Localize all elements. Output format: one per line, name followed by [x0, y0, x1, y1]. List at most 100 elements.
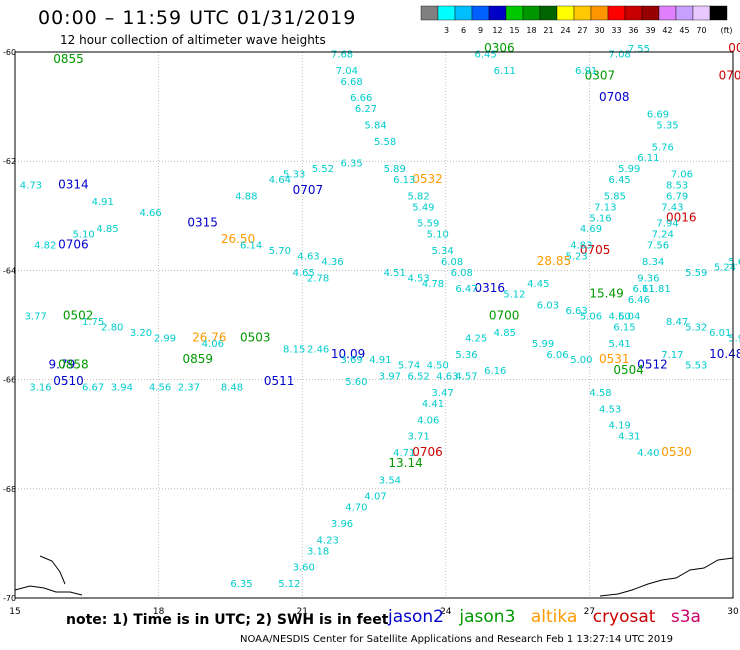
data-point-label: 0531 [599, 352, 630, 366]
data-point-label: 2.99 [154, 333, 176, 344]
data-point-label: 2.46 [307, 344, 329, 355]
data-point-label: 4.36 [321, 257, 343, 268]
colorbar-swatch [522, 5, 541, 21]
data-point-label: 26.76 [192, 330, 226, 344]
data-point-label: 7.68 [331, 49, 353, 60]
data-point-label: 4.70 [345, 503, 367, 514]
data-point-label: 0315 [187, 216, 218, 230]
colorbar-tick-label: 21 [543, 26, 553, 35]
colorbar-swatch [573, 5, 592, 21]
data-point-label: 0708 [599, 90, 630, 104]
data-point-label: 6.69 [647, 110, 669, 121]
data-point-label: 6.79 [666, 191, 688, 202]
data-point-label: 6.16 [484, 366, 506, 377]
data-point-label: 4.88 [235, 191, 257, 202]
colorbar-swatch [590, 5, 609, 21]
data-point-label: 13.14 [388, 456, 422, 470]
legend-s3a: s3a [670, 607, 701, 627]
data-point-label: 0314 [58, 178, 89, 192]
data-point-label: 5.00 [570, 355, 592, 366]
data-point-label: 0706 [412, 445, 443, 459]
data-point-label: 2.37 [178, 383, 200, 394]
x-tick-label: 18 [153, 607, 165, 617]
data-point-label: 4.83 [570, 241, 592, 252]
data-point-label: 7.06 [671, 170, 693, 181]
data-point-label: 4.73 [20, 181, 42, 192]
data-point-label: 4.06 [202, 339, 224, 350]
data-point-label: 0705 [580, 243, 611, 257]
data-point-label: 7.04 [336, 66, 358, 77]
data-point-label: 4.50 [609, 312, 631, 323]
data-point-label: 4.91 [92, 197, 114, 208]
data-point-label: 4.71 [393, 448, 415, 459]
colorbar-swatch [437, 5, 456, 21]
data-point-label: 0700 [489, 309, 520, 323]
data-point-label: 8.15 [283, 344, 305, 355]
x-tick-label: 24 [440, 607, 452, 617]
colorbar-tick-label: 3 [444, 26, 449, 35]
data-point-label: 4.51 [384, 268, 406, 279]
data-point-label: 5.99 [618, 164, 640, 175]
y-tick-label: -68 [3, 485, 16, 494]
colorbar-swatch [607, 5, 626, 21]
data-point-label: 5.53 [685, 361, 707, 372]
data-point-label: 5.70 [269, 246, 291, 257]
data-point-label: 9.79 [49, 358, 76, 372]
data-point-label: 3.71 [408, 432, 430, 443]
data-point-label: 9.36 [637, 273, 659, 284]
data-point-label: 7.17 [661, 350, 683, 361]
data-point-label: 0502 [63, 309, 94, 323]
data-point-label: 6.61 [632, 284, 654, 295]
colorbar-tick-label: 9 [478, 26, 483, 35]
colorbar-tick-label: 39 [645, 26, 655, 35]
data-point-label: 6.14 [240, 241, 262, 252]
data-point-label: 5.59 [685, 268, 707, 279]
data-point-label: 5.60 [345, 377, 367, 388]
data-point-label: 5.16 [589, 213, 611, 224]
colorbar-swatch [505, 5, 524, 21]
data-point-label: 4.40 [637, 448, 659, 459]
data-point-label: 4.57 [455, 372, 477, 383]
chart-subtitle: 12 hour collection of altimeter wave hei… [60, 33, 326, 47]
data-point-label: 6.03 [537, 301, 559, 312]
data-point-label: 6.45 [609, 175, 631, 186]
data-point-label: 5.84 [364, 120, 386, 131]
data-point-label: 5.24 [714, 262, 736, 273]
data-point-label: 5.32 [685, 322, 707, 333]
data-point-label: 7.13 [594, 202, 616, 213]
colorbar-tick-label: 33 [611, 26, 621, 35]
colorbar-tick-label: 70 [696, 26, 706, 35]
data-point-label: 0503 [240, 330, 271, 344]
data-point-label: 5.06 [580, 312, 602, 323]
data-point-label: 0855 [53, 52, 84, 66]
colorbar-swatch [658, 5, 677, 21]
data-point-label: 5.76 [652, 142, 674, 153]
data-point-label: 0016 [666, 210, 697, 224]
coastline-segment [14, 585, 83, 596]
data-point-label: 4.65 [293, 268, 315, 279]
data-point-label: 6.04 [618, 312, 640, 323]
data-point-label: 4.31 [618, 432, 640, 443]
data-point-label: 5.34 [431, 246, 453, 257]
data-point-label: 3.16 [29, 383, 51, 394]
legend-altika: altika [530, 607, 578, 627]
y-tick-label: -60 [3, 48, 16, 57]
data-point-label: 0510 [53, 374, 84, 388]
colorbar-tick-label: 6 [461, 26, 466, 35]
data-point-label: 2.80 [101, 322, 123, 333]
colorbar-tick-label: 30 [594, 26, 604, 35]
y-tick-label: -64 [3, 266, 16, 275]
colorbar-tick-label: 45 [679, 26, 689, 35]
data-point-label: 5.23 [565, 251, 587, 262]
data-point-label: 2.78 [307, 273, 329, 284]
y-tick-label: -62 [3, 157, 16, 166]
data-point-label: 5.12 [278, 579, 300, 590]
data-point-label: 4.78 [422, 279, 444, 290]
data-point-label: 3.69 [340, 355, 362, 366]
data-point-label: 5.10 [72, 230, 94, 241]
data-point-label: 6.63 [565, 306, 587, 317]
data-point-label: 4.07 [364, 492, 386, 503]
legend-cryosat: cryosat [592, 607, 656, 627]
data-point-label: 4.58 [589, 388, 611, 399]
